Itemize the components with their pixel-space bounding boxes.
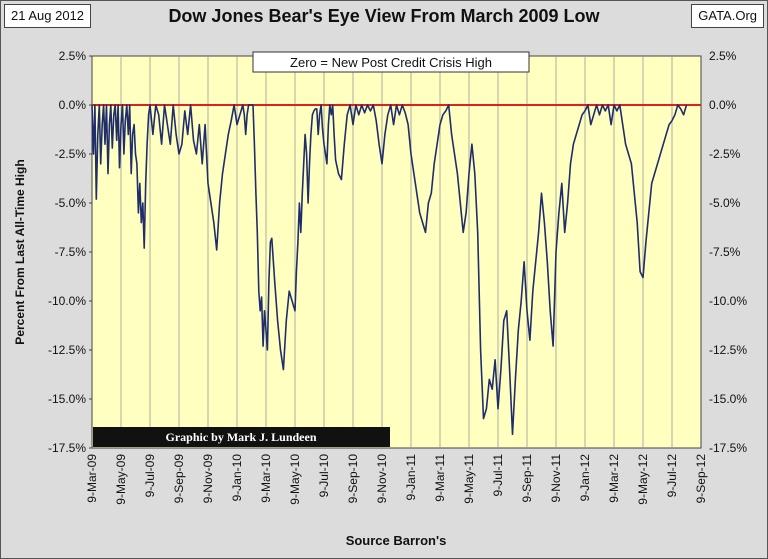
date-label: 21 Aug 2012 (4, 4, 92, 28)
x-tick-label: 9-Jan-12 (578, 454, 592, 502)
y-tick-label-right: 0.0% (709, 98, 737, 112)
x-tick-label: 9-Sep-09 (172, 454, 186, 504)
x-tick-label: 9-Mar-11 (433, 454, 447, 502)
y-tick-label-right: -5.0% (709, 196, 741, 210)
x-tick-label: 9-Mar-09 (85, 454, 99, 503)
y-ticks-right: 2.5% 0.0% -2.5% -5.0% -7.5% -10.0% -12.5% -15.0… (709, 49, 747, 455)
x-tick-label: 9-Mar-10 (259, 454, 273, 503)
x-tick-label: 9-May-09 (114, 454, 128, 505)
y-tick-label-left: -17.5% (48, 441, 86, 455)
x-tick-label: 9-May-12 (636, 454, 650, 505)
source-label: GATA.Org (691, 4, 764, 28)
y-tick-label-left: 0.0% (59, 98, 87, 112)
annotation-text: Zero = New Post Credit Crisis High (290, 55, 492, 70)
x-tick-label: 9-Jul-12 (665, 454, 679, 498)
credit-text: Graphic by Mark J. Lundeen (165, 430, 316, 444)
y-tick-label-left: -10.0% (48, 294, 86, 308)
annotation-box (252, 51, 530, 73)
y-tick-label-right: -12.5% (709, 343, 747, 357)
y-tick-label-left: -15.0% (48, 392, 86, 406)
y-tick-label-left: -12.5% (48, 343, 86, 357)
x-tick-label: 9-Sep-10 (346, 454, 360, 504)
y-ticks-left: 2.5% 0.0% -2.5% -5.0% -7.5% -10.0% -12.5% -15.0… (48, 49, 92, 455)
x-tick-label: 9-Sep-12 (694, 454, 708, 504)
x-tick-label: 9-Mar-12 (607, 454, 621, 503)
x-tick-label: 9-Nov-11 (549, 454, 563, 503)
credit-box (93, 427, 390, 447)
y-tick-label-right: -2.5% (709, 147, 741, 161)
y-tick-label-left: 2.5% (59, 49, 87, 63)
chart-title: Dow Jones Bear's Eye View From March 200… (168, 6, 600, 26)
y-tick-label-right: -10.0% (709, 294, 747, 308)
x-tick-label: 9-Jan-10 (230, 454, 244, 502)
y-tick-label-left: -5.0% (55, 196, 87, 210)
y-tick-label-right: 2.5% (709, 49, 737, 63)
y-tick-label-left: -2.5% (55, 147, 87, 161)
x-tick-label: 9-Jan-11 (404, 454, 418, 501)
x-tick-label: 9-Nov-10 (375, 454, 389, 504)
series-line-dow-jones (91, 104, 688, 436)
x-tick-label: 9-Jul-09 (143, 454, 157, 498)
y-axis-label: Percent From Last All-Time High (13, 159, 27, 344)
y-tick-label-left: -7.5% (55, 245, 87, 259)
y-tick-label-right: -17.5% (709, 441, 747, 455)
x-tick-label: 9-May-10 (288, 454, 302, 505)
x-tick-label: 9-Sep-11 (520, 454, 534, 503)
x-tick-label: 9-Jul-11 (491, 454, 505, 497)
plot-area (91, 55, 702, 449)
x-tick-label: 9-Jul-10 (317, 454, 331, 498)
x-tick-label: 9-May-11 (462, 454, 476, 504)
x-tick-label: 9-Nov-09 (201, 454, 215, 504)
x-ticks: 9-Mar-09 9-May-09 9-Jul-09 9-Sep-09 9-Nov-09… (85, 454, 708, 505)
y-tick-label-right: -7.5% (709, 245, 741, 259)
y-tick-label-right: -15.0% (709, 392, 747, 406)
x-axis-label: Source Barron's (346, 533, 447, 548)
